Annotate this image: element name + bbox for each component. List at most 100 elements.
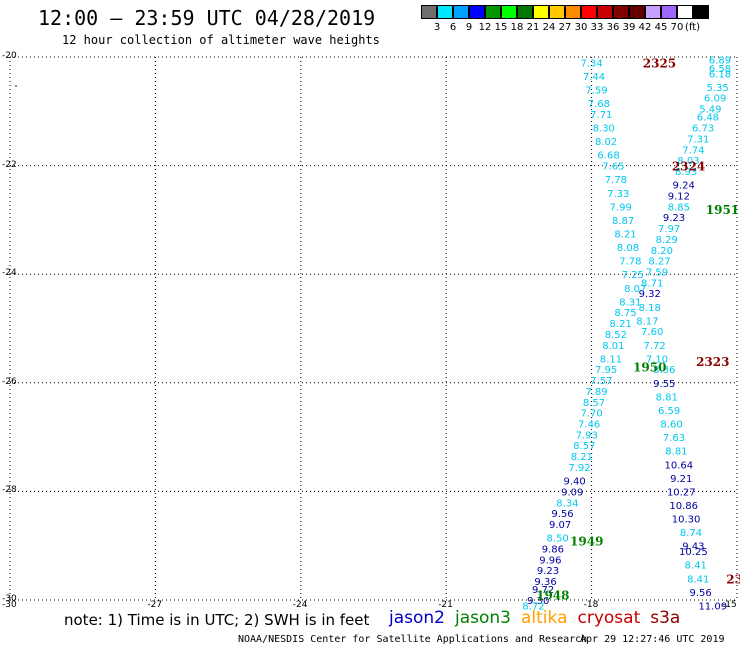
wave-height-value: 8.52 xyxy=(605,330,627,341)
wave-height-value: 10.30 xyxy=(672,515,701,526)
wave-height-value: 8.11 xyxy=(600,354,622,365)
legend-item-jason2: jason2 xyxy=(389,608,445,628)
wave-height-value: 6.18 xyxy=(709,69,731,80)
orbit-number-label: 1951 xyxy=(706,203,739,217)
wave-height-value: 8.57 xyxy=(573,441,595,452)
wave-height-value: 8.17 xyxy=(636,316,658,327)
y-axis-tick-label: -24 xyxy=(2,268,17,279)
colorbar-label: 42 xyxy=(638,22,652,33)
wave-height-value: 9.21 xyxy=(670,474,692,485)
wave-height-value: 7.31 xyxy=(687,134,709,145)
orbit-number-label: 2324 xyxy=(672,160,705,174)
orbit-number-label: 23 xyxy=(726,572,740,586)
x-axis-tick-label: -21 xyxy=(438,600,453,610)
wave-height-value: 8.87 xyxy=(612,216,634,227)
wave-height-value: 10.27 xyxy=(667,487,696,498)
page-subtitle: 12 hour collection of altimeter wave hei… xyxy=(62,33,380,47)
wave-height-value: 7.65 xyxy=(602,162,624,173)
x-axis-tick-label: -18 xyxy=(583,600,599,610)
colorbar-swatch xyxy=(645,5,661,19)
legend-item-altika: altika xyxy=(521,608,568,628)
colorbar-swatch xyxy=(693,5,709,19)
colorbar-swatch xyxy=(501,5,517,19)
colorbar-label: 33 xyxy=(590,22,604,33)
wave-height-value: 9.86 xyxy=(542,544,564,555)
wave-height-value: 8.41 xyxy=(685,561,707,572)
colorbar-label: 30 xyxy=(574,22,588,33)
colorbar-label: 36 xyxy=(606,22,620,33)
wave-height-value: 7.74 xyxy=(682,145,704,156)
wave-height-value: 8.57 xyxy=(583,398,605,409)
wave-height-value: 7.59 xyxy=(646,267,668,278)
y-axis-tick-label: -30 xyxy=(2,594,17,604)
wave-height-value: 8.74 xyxy=(680,528,702,539)
legend-item-s3a: s3a xyxy=(650,608,681,628)
colorbar-swatch xyxy=(661,5,677,19)
wave-height-value: 8.93 xyxy=(675,167,697,178)
coast-dot xyxy=(15,85,17,87)
wave-height-value: 9.23 xyxy=(537,566,559,577)
colorbar-label: 39 xyxy=(622,22,636,33)
colorbar-label: 21 xyxy=(526,22,540,33)
y-axis-tick-label: -26 xyxy=(2,376,17,387)
x-axis-tick-label: -30 xyxy=(2,600,17,610)
colorbar-swatch xyxy=(469,5,485,19)
colorbar-label: 18 xyxy=(510,22,524,33)
wave-height-value: 7.59 xyxy=(585,86,607,97)
colorbar-swatch xyxy=(485,5,501,19)
colorbar-swatch xyxy=(613,5,629,19)
wave-height-value: 9.40 xyxy=(564,477,586,488)
wave-height-value: 9.96 xyxy=(539,555,561,566)
colorbar-swatch xyxy=(437,5,453,19)
wave-height-value: 8.08 xyxy=(617,243,639,254)
wave-height-value: 7.70 xyxy=(580,409,602,420)
wave-height-value: 7.78 xyxy=(619,257,641,268)
wave-height-value: 8.27 xyxy=(648,257,670,268)
wave-height-value: 6.58 xyxy=(709,64,731,75)
colorbar-label: 12 xyxy=(478,22,492,33)
colorbar-swatch xyxy=(517,5,533,19)
colorbar-swatch xyxy=(453,5,469,19)
wave-height-value: 8.30 xyxy=(593,124,615,135)
wave-height-value: 8.21 xyxy=(571,452,593,463)
colorbar-label: 45 xyxy=(654,22,668,33)
wave-height-value: 6.59 xyxy=(658,406,680,417)
wave-height-value: 8.01 xyxy=(602,341,624,352)
wave-height-value: 9.72 xyxy=(532,585,554,596)
wave-height-value: 7.33 xyxy=(607,189,629,200)
wave-height-value: 8.31 xyxy=(619,297,641,308)
wave-height-value: 8.02 xyxy=(595,137,617,148)
legend-item-cryosat: cryosat xyxy=(577,608,641,628)
colorbar-swatch xyxy=(581,5,597,19)
colorbar-label: 6 xyxy=(449,22,457,33)
colorbar-label: 9 xyxy=(465,22,473,33)
wave-height-value: 8.18 xyxy=(639,303,661,314)
wave-height-value: 7.44 xyxy=(583,72,605,83)
wave-height-value: 6.73 xyxy=(692,124,714,135)
orbit-number-label: 2323 xyxy=(696,355,729,369)
wave-height-value: 7.46 xyxy=(578,420,600,431)
x-axis-tick-label: -15 xyxy=(722,600,737,610)
wave-height-value: 8.81 xyxy=(656,392,678,403)
footer-note: note: 1) Time is in UTC; 2) SWH is in fe… xyxy=(64,611,370,629)
wave-height-value: 9.12 xyxy=(668,191,690,202)
y-axis-tick-label: -28 xyxy=(2,485,17,496)
wave-height-value: 7.10 xyxy=(646,354,668,365)
wave-height-value: 9.23 xyxy=(663,213,685,224)
colorbar-label: 24 xyxy=(542,22,556,33)
wave-height-value: 7.68 xyxy=(588,99,610,110)
wave-height-value: 7.99 xyxy=(610,202,632,213)
wave-height-value: 9.32 xyxy=(639,289,661,300)
wave-height-value: 7.71 xyxy=(590,110,612,121)
colorbar-label: 70 xyxy=(670,22,684,33)
wave-height-value: 8.29 xyxy=(656,235,678,246)
satellite-legend: jason2 jason3 altika cryosat s3a xyxy=(389,608,690,628)
wave-height-value: 8.34 xyxy=(556,498,578,509)
colorbar-label: 27 xyxy=(558,22,572,33)
colorbar-swatch xyxy=(677,5,693,19)
colorbar-swatch xyxy=(565,5,581,19)
wave-height-value: 7.34 xyxy=(580,58,602,69)
wave-height-value: 11.09 xyxy=(698,601,727,612)
orbit-number-label: 1950 xyxy=(633,361,666,375)
wave-height-value: 8.60 xyxy=(660,420,682,431)
